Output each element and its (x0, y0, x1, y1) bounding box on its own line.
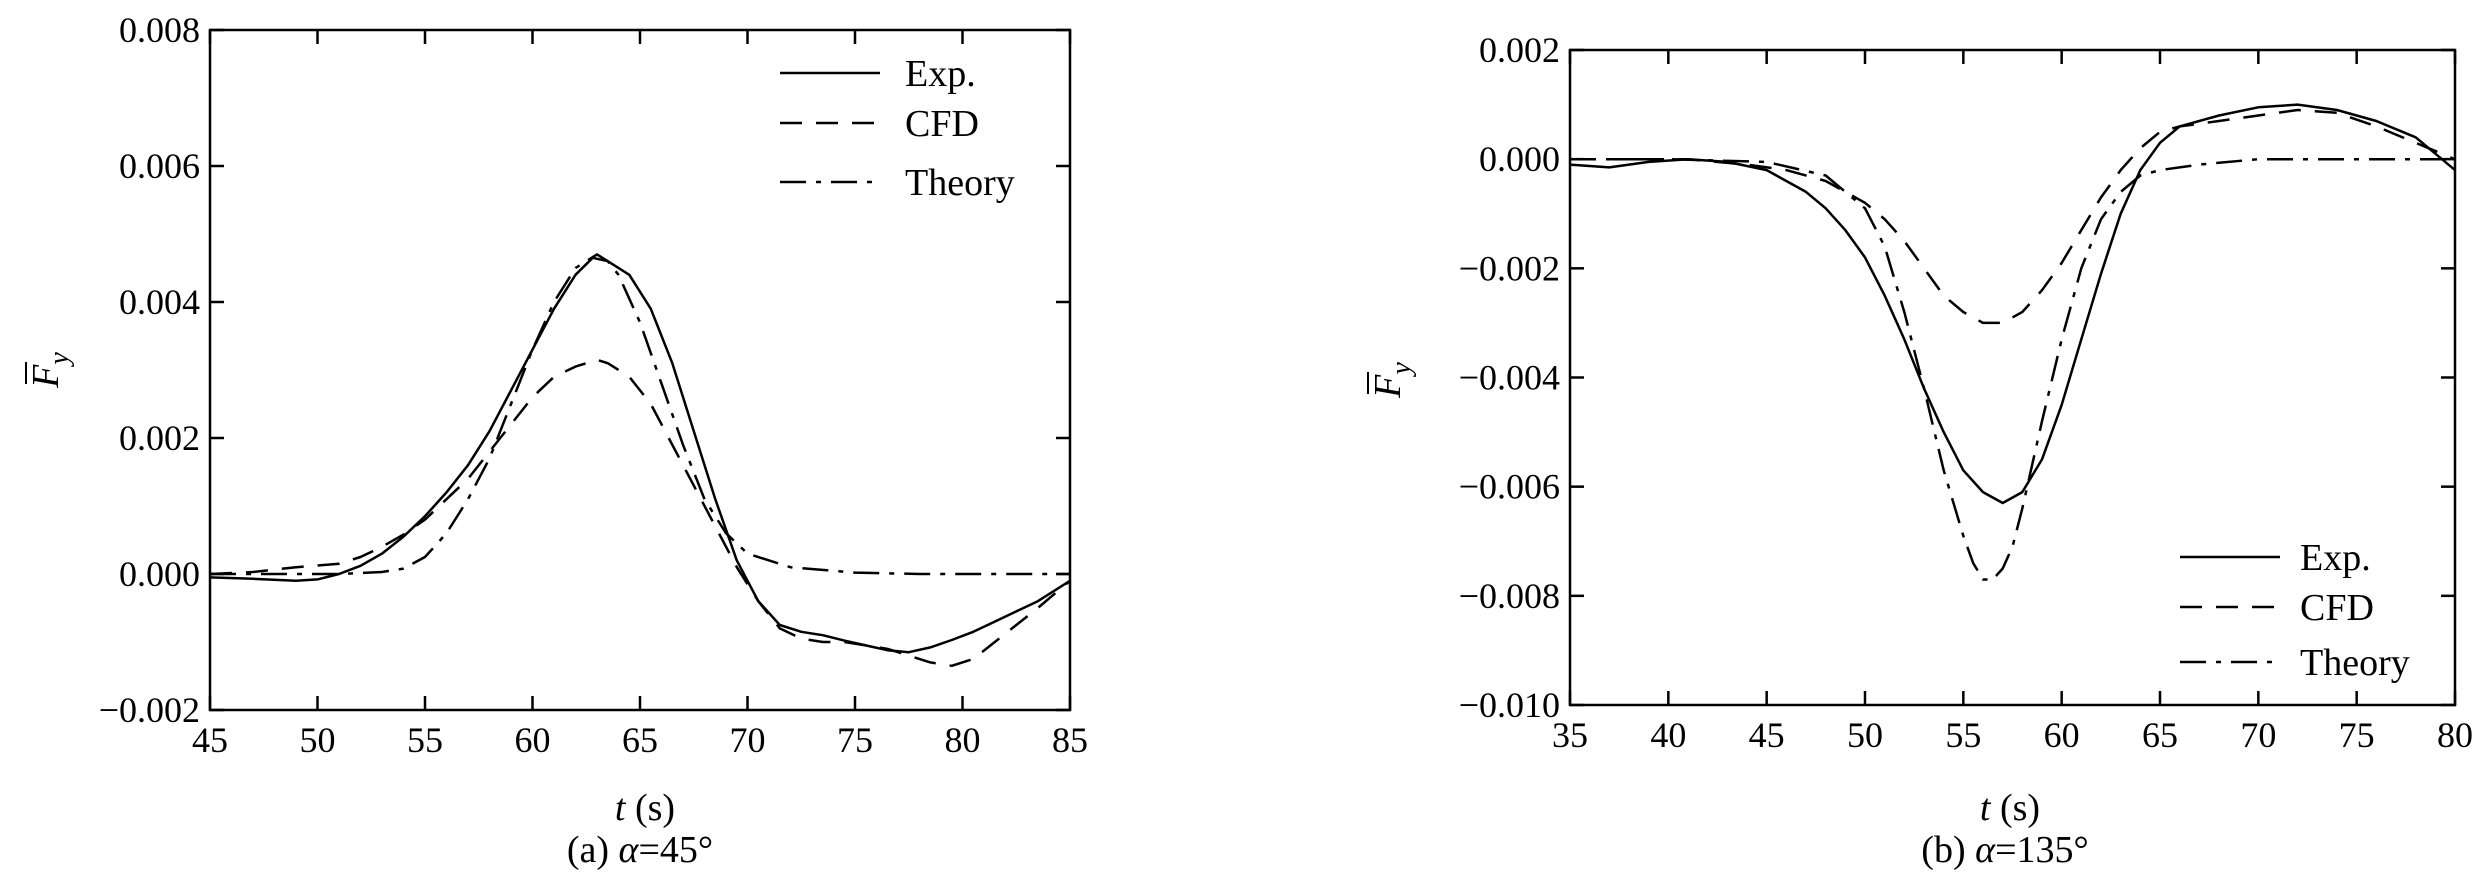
y-axis-sub: y (1386, 362, 1417, 378)
caption-var: α (1975, 829, 1996, 871)
x-tick-label: 65 (2142, 715, 2178, 755)
x-tick-label: 70 (730, 720, 766, 760)
y-axis-title-group: Fy (1367, 362, 1417, 399)
x-tick-label: 80 (2437, 715, 2473, 755)
panel-caption: (a) α=45° (567, 829, 713, 871)
x-tick-label: 60 (515, 720, 551, 760)
y-axis-title: Fy (1367, 362, 1417, 399)
y-axis-var: F (1367, 374, 1409, 399)
x-tick-label: 75 (2339, 715, 2375, 755)
legend-label: Exp. (905, 53, 976, 95)
legend-label: Exp. (2300, 537, 2371, 579)
panel-b: 35 40 45 50 55 60 65 70 75 80 −0.010 −0.008 −0.006 −0… (1367, 30, 2473, 871)
caption-prefix: (b) (1921, 829, 1975, 871)
y-tick-label: −0.002 (1459, 248, 1560, 288)
x-tick-label: 50 (1847, 715, 1883, 755)
x-tick-label: 45 (192, 720, 228, 760)
series-line-cfd (210, 358, 1070, 668)
y-tick-label: −0.004 (1459, 358, 1560, 398)
y-tick-label: −0.008 (1459, 576, 1560, 616)
y-axis-title-group: Fy (25, 352, 75, 389)
x-tick-label: 45 (1749, 715, 1785, 755)
panel-a: 45 50 55 60 65 70 75 80 85 −0.002 0.000 0.002 0.004 0… (25, 10, 1088, 871)
caption-value: =45° (639, 829, 714, 871)
caption-var: α (619, 829, 640, 871)
x-tick-label: 40 (1650, 715, 1686, 755)
y-axis-title: Fy (25, 352, 75, 389)
y-tick-label: −0.010 (1459, 685, 1560, 725)
series-line-exp (210, 256, 1070, 654)
caption-value: =135° (1995, 829, 2089, 871)
y-tick-label: −0.002 (99, 690, 200, 730)
y-tick-label: 0.000 (1479, 139, 1560, 179)
x-tick-label: 55 (1945, 715, 1981, 755)
caption-prefix: (a) (567, 829, 619, 871)
x-axis-var: t (615, 787, 627, 829)
x-tick-label: 75 (837, 720, 873, 760)
x-axis-unit: (s) (625, 787, 675, 829)
series-line-cfd (1570, 108, 2455, 325)
y-tick-label: 0.002 (119, 418, 200, 458)
x-tick-label: 80 (945, 720, 981, 760)
x-tick-label: 35 (1552, 715, 1588, 755)
y-axis-var: F (25, 364, 67, 389)
x-axis-var: t (1980, 787, 1992, 829)
x-tick-label: 60 (2044, 715, 2080, 755)
series-line-theory (1570, 157, 2455, 581)
x-tick-label: 50 (300, 720, 336, 760)
y-tick-label: 0.004 (119, 282, 200, 322)
series-line-theory (210, 253, 1070, 576)
series-line-exp (1570, 103, 2455, 505)
y-axis-sub: y (44, 352, 75, 368)
x-tick-label: 70 (2240, 715, 2276, 755)
legend-label: Theory (2300, 642, 2410, 684)
y-tick-label: 0.000 (119, 554, 200, 594)
x-tick-label: 85 (1052, 720, 1088, 760)
x-axis-unit: (s) (1990, 787, 2040, 829)
x-tick-label: 65 (622, 720, 658, 760)
legend-label: CFD (2300, 587, 2374, 629)
x-tick-label: 55 (407, 720, 443, 760)
y-tick-label: 0.008 (119, 10, 200, 50)
y-tick-label: −0.006 (1459, 467, 1560, 507)
y-tick-label: 0.002 (1479, 30, 1560, 70)
y-tick-label: 0.006 (119, 146, 200, 186)
legend-label: Theory (905, 162, 1015, 204)
x-axis-title: t (s) (1980, 787, 2040, 829)
panel-caption: (b) α=135° (1921, 829, 2088, 871)
x-axis-title: t (s) (615, 787, 675, 829)
legend-label: CFD (905, 103, 979, 145)
